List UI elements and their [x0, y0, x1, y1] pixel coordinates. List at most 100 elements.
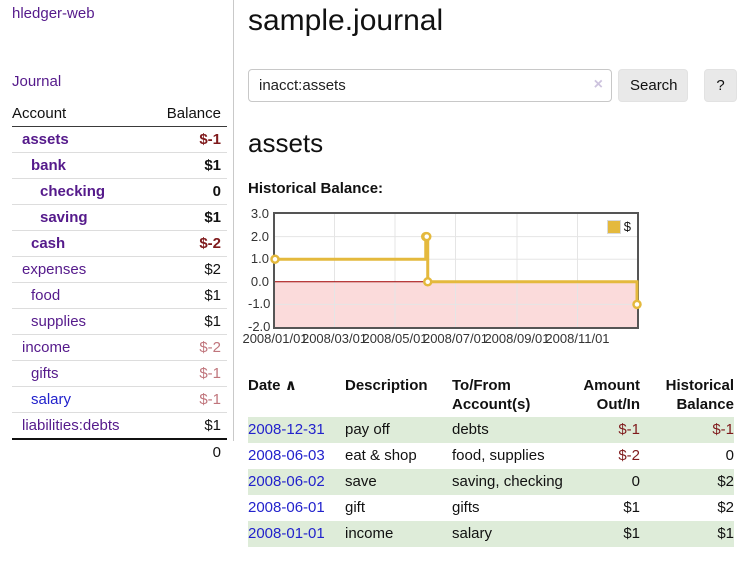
balance-column-header: Balance	[149, 101, 227, 127]
account-row: cash $-2	[12, 230, 227, 257]
account-balance: $-2	[149, 230, 227, 257]
account-balance: $-1	[149, 126, 227, 153]
account-link[interactable]: supplies	[31, 313, 87, 330]
account-balance: $1	[149, 412, 227, 440]
account-heading: assets	[248, 128, 324, 158]
transaction-amount: $1	[623, 525, 640, 542]
total-balance: 0	[149, 438, 227, 465]
transaction-date-link[interactable]: 2008-06-01	[248, 499, 325, 516]
account-column-header: Account	[12, 101, 150, 127]
account-balance: $1	[149, 308, 227, 335]
app-title: hledger-web	[12, 5, 233, 22]
clear-search-icon[interactable]: ×	[593, 76, 603, 93]
date-column-header[interactable]: Date ∧	[248, 377, 297, 394]
account-row: assets $-1	[12, 126, 227, 153]
account-name-cell: supplies	[12, 308, 150, 335]
account-link[interactable]: salary	[31, 391, 72, 408]
account-link[interactable]: bank	[31, 157, 67, 174]
y-tick-label: 3.0	[250, 206, 269, 221]
transaction-date-link[interactable]: 2008-01-01	[248, 525, 325, 542]
data-point	[270, 254, 280, 264]
account-row: bank $1	[12, 152, 227, 179]
account-row: gifts $-1	[12, 360, 227, 387]
x-tick-label: 2008/01/01	[242, 331, 308, 346]
y-tick-label: 0.0	[250, 273, 269, 289]
transaction-amount: $1	[623, 499, 640, 516]
account-name-cell: assets	[12, 126, 150, 153]
account-row: salary $-1	[12, 386, 227, 413]
account-name-cell: gifts	[12, 360, 150, 387]
accounts-total-row: 0	[12, 438, 227, 465]
transaction-row: 2008-12-31 pay off debts $-1 $-1	[248, 417, 734, 443]
help-button[interactable]: ?	[704, 69, 737, 102]
balance-column-header: Historical Balance	[665, 377, 734, 413]
account-name-cell: bank	[12, 152, 150, 179]
account-name-cell: salary	[12, 386, 150, 413]
transaction-accounts: gifts	[452, 499, 480, 516]
account-link[interactable]: saving	[40, 209, 88, 226]
account-balance: $-1	[149, 360, 227, 387]
x-tick-label: 2008/05/01	[362, 331, 428, 346]
x-tick-label: 2008/07/01	[422, 331, 489, 346]
transaction-amount: 0	[631, 473, 640, 490]
sidebar: hledger-web Journal Account Balance asse…	[0, 0, 234, 465]
transaction-description: pay off	[345, 421, 390, 438]
account-row: income $-2	[12, 334, 227, 361]
account-row: food $1	[12, 282, 227, 309]
transaction-date-link[interactable]: 2008-06-03	[248, 447, 325, 464]
transaction-date-cell: 2008-01-01	[248, 521, 345, 547]
account-name-cell: saving	[12, 204, 150, 231]
transaction-date-cell: 2008-06-03	[248, 443, 345, 469]
account-balance: $-1	[149, 386, 227, 413]
page: hledger-web Journal Account Balance asse…	[0, 0, 737, 547]
amount-column-header: Amount Out/In	[583, 377, 640, 413]
legend-label: $	[623, 219, 631, 234]
transaction-row: 2008-06-03 eat & shop food, supplies $-2…	[248, 443, 734, 469]
account-row: supplies $1	[12, 308, 227, 335]
register-table: Date ∧ Description To/From Account(s) Am…	[248, 373, 734, 547]
legend-swatch-icon	[605, 218, 622, 235]
chart-legend: $	[605, 218, 631, 235]
chart-y-axis: 3.0 2.0 1.0 0.0 -1.0 -2.0	[248, 207, 270, 334]
sidebar-item-journal[interactable]: Journal	[12, 73, 62, 90]
transaction-date-cell: 2008-06-02	[248, 469, 345, 495]
transaction-amount: $-2	[618, 447, 640, 464]
account-row: liabilities:debts $1	[12, 412, 227, 440]
account-row: checking 0	[12, 178, 227, 205]
transaction-row: 2008-06-01 gift gifts $1 $2	[248, 495, 734, 521]
transaction-description: eat & shop	[345, 447, 417, 464]
y-tick-label: 1.0	[250, 251, 269, 267]
chart-heading: Historical Balance:	[248, 180, 384, 197]
total-label-cell	[12, 438, 150, 465]
chart-plot-area: $	[270, 212, 642, 329]
transaction-accounts: food, supplies	[452, 447, 545, 464]
account-name-cell: food	[12, 282, 150, 309]
account-name-cell: income	[12, 334, 150, 361]
account-link[interactable]: expenses	[22, 261, 87, 278]
account-link[interactable]: checking	[40, 183, 106, 200]
transaction-row: 2008-01-01 income salary $1 $1	[248, 521, 734, 547]
account-link[interactable]: food	[31, 287, 61, 304]
account-name-cell: expenses	[12, 256, 150, 283]
account-link[interactable]: assets	[22, 131, 69, 148]
account-link[interactable]: liabilities:debts	[22, 417, 120, 434]
transaction-date-link[interactable]: 2008-06-02	[248, 473, 325, 490]
app-title-link[interactable]: hledger-web	[12, 5, 95, 22]
account-name-cell: checking	[12, 178, 150, 205]
data-point	[421, 231, 432, 242]
account-balance: $2	[149, 256, 227, 283]
transaction-balance: $1	[717, 525, 734, 542]
transaction-balance: 0	[725, 447, 734, 464]
account-balance: $1	[149, 152, 227, 179]
transaction-date-link[interactable]: 2008-12-31	[248, 421, 325, 438]
account-link[interactable]: cash	[31, 235, 66, 252]
search-button[interactable]: Search	[618, 69, 688, 102]
tofrom-column-header: To/From Account(s)	[452, 377, 531, 413]
search-input-wrap: ×	[248, 69, 612, 102]
account-link[interactable]: income	[22, 339, 71, 356]
sort-ascending-icon: ∧	[284, 377, 297, 394]
data-point	[632, 299, 642, 310]
account-row: expenses $2	[12, 256, 227, 283]
account-link[interactable]: gifts	[31, 365, 59, 382]
search-input[interactable]	[248, 69, 612, 102]
